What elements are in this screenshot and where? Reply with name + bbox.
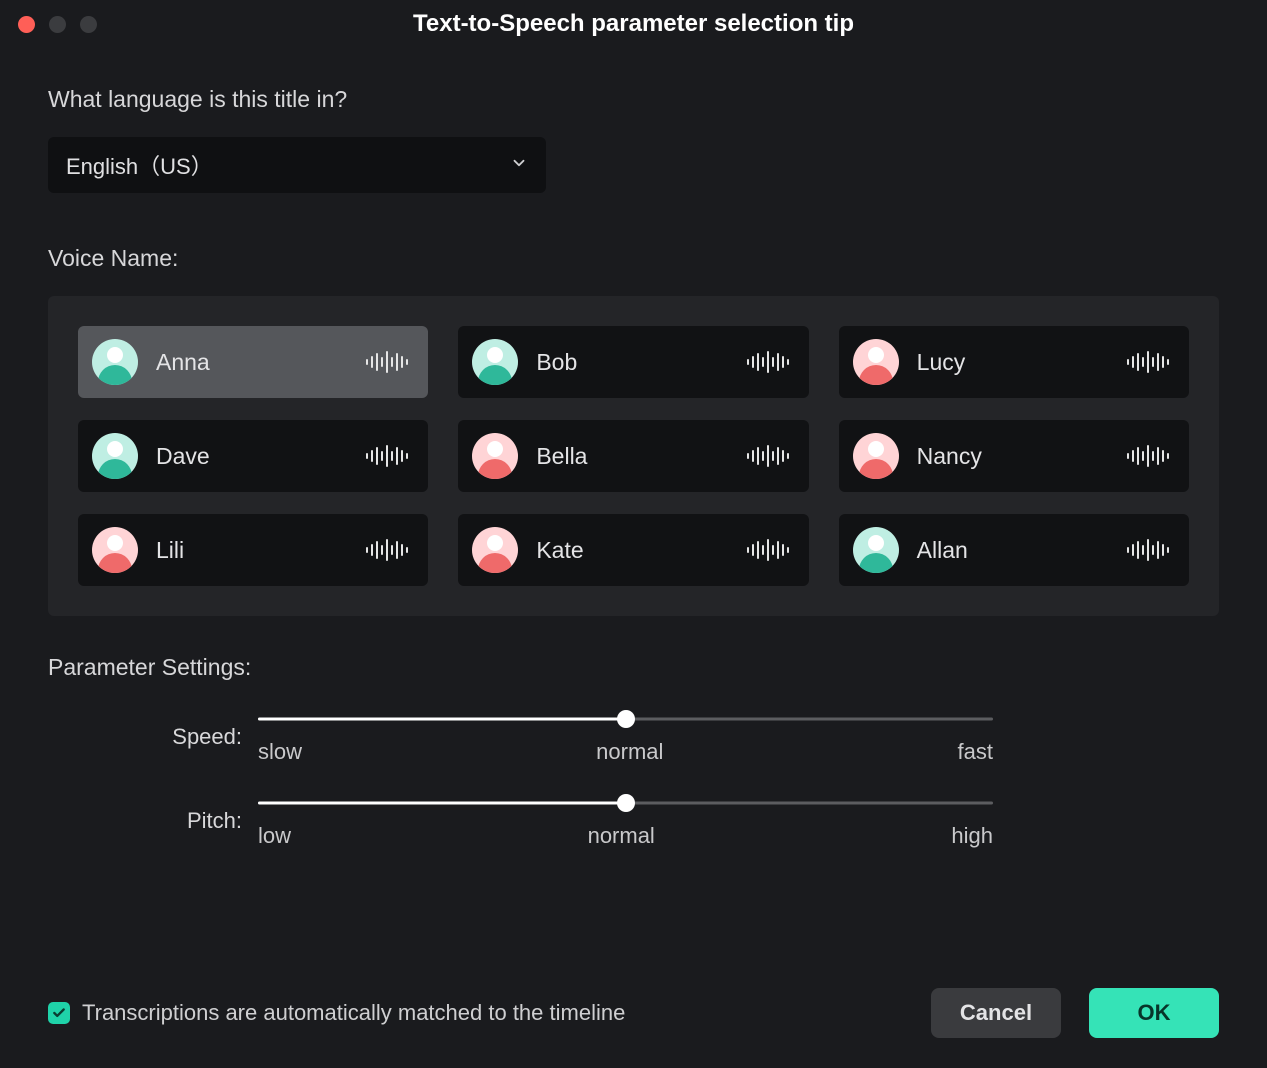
pitch-row: Pitch: low normal high [48, 793, 1219, 849]
voice-card-kate[interactable]: Kate [458, 514, 808, 586]
voice-grid: Anna Bob Lucy Dave Bella Nancy Lili Kate Allan [48, 296, 1219, 616]
voice-name-label: Bella [536, 443, 746, 470]
content: What language is this title in? English（… [0, 48, 1267, 849]
waveform-icon[interactable] [1127, 350, 1169, 374]
waveform-icon[interactable] [366, 538, 408, 562]
avatar-icon [92, 527, 138, 573]
titlebar: Text-to-Speech parameter selection tip [0, 0, 1267, 48]
speed-thumb[interactable] [617, 710, 635, 728]
pitch-slider-wrap: low normal high [258, 793, 993, 849]
voice-name-label: Dave [156, 443, 366, 470]
language-question: What language is this title in? [48, 86, 1219, 113]
speed-tick-labels: slow normal fast [258, 739, 993, 765]
waveform-icon[interactable] [366, 444, 408, 468]
voice-card-dave[interactable]: Dave [78, 420, 428, 492]
ok-button[interactable]: OK [1089, 988, 1219, 1038]
avatar-icon [853, 339, 899, 385]
speed-tick-fast: fast [958, 739, 993, 765]
voice-card-nancy[interactable]: Nancy [839, 420, 1189, 492]
language-selected-value: English（US） [66, 149, 213, 181]
chevron-down-icon [510, 152, 528, 178]
language-select[interactable]: English（US） [48, 137, 546, 193]
voice-name-label: Lucy [917, 349, 1127, 376]
auto-match-row: Transcriptions are automatically matched… [48, 1000, 625, 1026]
avatar-icon [472, 527, 518, 573]
waveform-icon[interactable] [747, 538, 789, 562]
pitch-label: Pitch: [48, 808, 258, 834]
voice-name-label: Voice Name: [48, 245, 1219, 272]
avatar-icon [92, 339, 138, 385]
voice-card-bob[interactable]: Bob [458, 326, 808, 398]
voice-name-label: Nancy [917, 443, 1127, 470]
voice-card-lucy[interactable]: Lucy [839, 326, 1189, 398]
window-controls [18, 16, 97, 33]
voice-card-lili[interactable]: Lili [78, 514, 428, 586]
maximize-window-button[interactable] [80, 16, 97, 33]
window-title: Text-to-Speech parameter selection tip [0, 10, 1267, 38]
voice-card-allan[interactable]: Allan [839, 514, 1189, 586]
dialog-buttons: Cancel OK [931, 988, 1219, 1038]
waveform-icon[interactable] [1127, 538, 1169, 562]
voice-card-anna[interactable]: Anna [78, 326, 428, 398]
parameter-settings: Parameter Settings: Speed: slow normal f… [48, 654, 1219, 849]
parameter-settings-label: Parameter Settings: [48, 654, 1219, 681]
close-window-button[interactable] [18, 16, 35, 33]
speed-slider-wrap: slow normal fast [258, 709, 993, 765]
voice-name-label: Bob [536, 349, 746, 376]
footer: Transcriptions are automatically matched… [48, 988, 1219, 1038]
pitch-thumb[interactable] [617, 794, 635, 812]
auto-match-checkbox[interactable] [48, 1002, 70, 1024]
waveform-icon[interactable] [1127, 444, 1169, 468]
speed-slider[interactable] [258, 709, 993, 729]
pitch-tick-labels: low normal high [258, 823, 993, 849]
pitch-tick-low: low [258, 823, 291, 849]
voice-name-label: Allan [917, 537, 1127, 564]
voice-card-bella[interactable]: Bella [458, 420, 808, 492]
voice-name-label: Lili [156, 537, 366, 564]
auto-match-label: Transcriptions are automatically matched… [82, 1000, 625, 1026]
avatar-icon [92, 433, 138, 479]
avatar-icon [472, 433, 518, 479]
tts-dialog: Text-to-Speech parameter selection tip W… [0, 0, 1267, 1068]
speed-tick-slow: slow [258, 739, 302, 765]
minimize-window-button[interactable] [49, 16, 66, 33]
pitch-tick-normal: normal [588, 823, 655, 849]
waveform-icon[interactable] [366, 350, 408, 374]
pitch-slider[interactable] [258, 793, 993, 813]
speed-track-fill [258, 718, 626, 721]
avatar-icon [853, 527, 899, 573]
avatar-icon [472, 339, 518, 385]
waveform-icon[interactable] [747, 350, 789, 374]
speed-tick-normal: normal [596, 739, 663, 765]
voice-name-label: Anna [156, 349, 366, 376]
pitch-track-fill [258, 802, 626, 805]
voice-name-label: Kate [536, 537, 746, 564]
cancel-button[interactable]: Cancel [931, 988, 1061, 1038]
pitch-tick-high: high [951, 823, 993, 849]
avatar-icon [853, 433, 899, 479]
speed-row: Speed: slow normal fast [48, 709, 1219, 765]
waveform-icon[interactable] [747, 444, 789, 468]
speed-label: Speed: [48, 724, 258, 750]
